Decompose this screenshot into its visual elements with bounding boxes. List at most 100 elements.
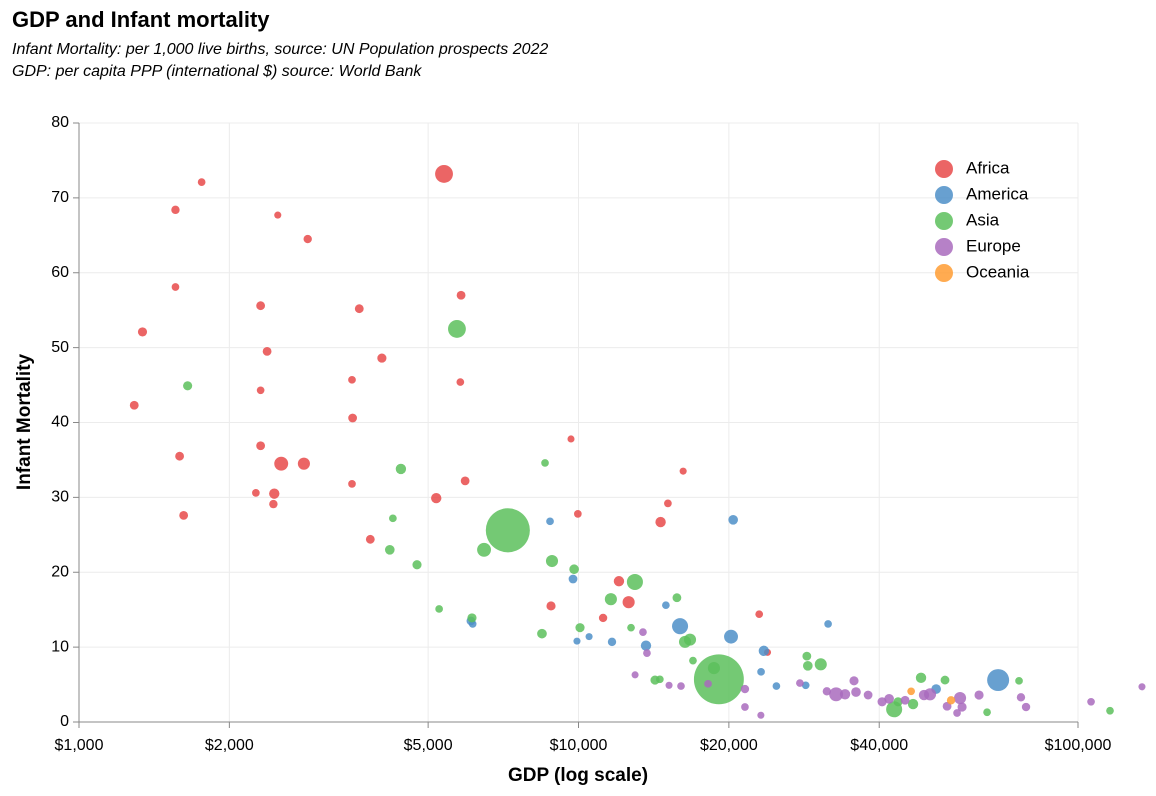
bubble xyxy=(627,623,635,632)
bubble xyxy=(741,703,749,711)
bubble xyxy=(655,516,666,528)
x-tick-label: $5,000 xyxy=(404,737,453,754)
legend-symbol xyxy=(935,212,953,230)
x-tick-label: $100,000 xyxy=(1045,737,1112,754)
bubble xyxy=(435,605,443,613)
bubble xyxy=(689,656,697,665)
legend-symbol xyxy=(935,186,953,204)
bubble xyxy=(546,517,554,526)
bubble xyxy=(613,576,625,587)
bubble xyxy=(568,574,578,584)
bubble xyxy=(724,629,738,644)
bubble xyxy=(297,457,310,470)
legend-label: Asia xyxy=(966,210,1000,229)
bubble xyxy=(757,667,765,676)
bubble xyxy=(802,651,812,661)
bubble xyxy=(365,534,375,544)
bubble xyxy=(650,675,660,685)
bubble xyxy=(639,628,647,636)
bubble xyxy=(665,681,673,689)
bubble xyxy=(884,693,894,704)
chart-title: GDP and Infant mortality xyxy=(12,7,270,32)
bubble xyxy=(569,564,579,575)
bubble xyxy=(824,620,832,628)
bubble xyxy=(772,682,781,690)
bubble xyxy=(740,684,750,694)
grid xyxy=(78,122,1079,723)
bubble xyxy=(197,178,206,186)
legend-label: Oceania xyxy=(966,262,1030,281)
bubble xyxy=(303,234,312,244)
bubble xyxy=(678,635,692,648)
chart-subtitle: GDP: per capita PPP (international $) so… xyxy=(12,63,422,80)
y-tick-label: 10 xyxy=(51,638,69,655)
bubble xyxy=(672,593,682,603)
bubble xyxy=(1016,693,1026,702)
bubble xyxy=(485,508,530,553)
bubble xyxy=(946,696,956,705)
y-tick-label: 50 xyxy=(51,339,69,356)
bubble xyxy=(758,645,770,657)
bubble xyxy=(377,353,387,363)
bubble xyxy=(801,681,810,690)
bubble xyxy=(851,687,861,697)
bubble xyxy=(1015,676,1023,685)
bubble xyxy=(1021,702,1031,712)
bubble xyxy=(171,205,180,215)
bubble xyxy=(348,413,358,423)
bubble xyxy=(893,697,903,707)
bubble xyxy=(640,640,652,651)
bubble xyxy=(269,499,278,509)
bubble xyxy=(412,560,422,570)
bubble xyxy=(348,375,356,384)
bubble xyxy=(256,386,265,395)
points xyxy=(129,164,1146,719)
y-tick-label: 20 xyxy=(51,563,69,580)
bubble xyxy=(607,637,617,647)
bubble xyxy=(974,690,984,700)
bubble xyxy=(953,709,961,717)
bubble xyxy=(802,661,813,671)
bubble xyxy=(1138,683,1146,691)
bubble xyxy=(348,480,356,488)
bubble xyxy=(395,463,407,475)
bubble xyxy=(384,544,395,555)
bubble xyxy=(829,687,844,702)
x-tick-label: $40,000 xyxy=(850,737,908,754)
bubble xyxy=(604,593,617,606)
bubble xyxy=(679,467,687,475)
bubble xyxy=(256,301,266,311)
bubble xyxy=(435,164,453,183)
bubble xyxy=(431,492,442,504)
bubble xyxy=(957,702,967,712)
bubble xyxy=(252,489,260,497)
x-tick-label: $10,000 xyxy=(550,737,608,754)
legend-symbol xyxy=(935,238,953,256)
bubble xyxy=(757,711,765,719)
bubble xyxy=(631,671,639,679)
bubble xyxy=(137,327,148,337)
y-tick-label: 80 xyxy=(51,114,69,131)
legend-symbol xyxy=(935,160,953,178)
bubble xyxy=(662,601,670,610)
y-tick-label: 40 xyxy=(51,414,69,431)
bubble xyxy=(924,688,937,701)
y-tick-label: 0 xyxy=(60,713,69,730)
bubble xyxy=(567,435,575,443)
bubble xyxy=(598,613,608,623)
bubble xyxy=(915,672,927,684)
bubble xyxy=(863,690,873,700)
bubble xyxy=(460,476,470,486)
bubble xyxy=(274,456,289,471)
bubble xyxy=(814,658,827,671)
bubble xyxy=(262,346,272,356)
legend-label: Europe xyxy=(966,236,1021,255)
bubble xyxy=(175,451,184,461)
bubble xyxy=(983,708,991,717)
bubble xyxy=(693,654,744,705)
bubble xyxy=(796,679,804,687)
bubble xyxy=(822,687,832,696)
bubble xyxy=(574,510,582,518)
bubble xyxy=(622,596,635,609)
